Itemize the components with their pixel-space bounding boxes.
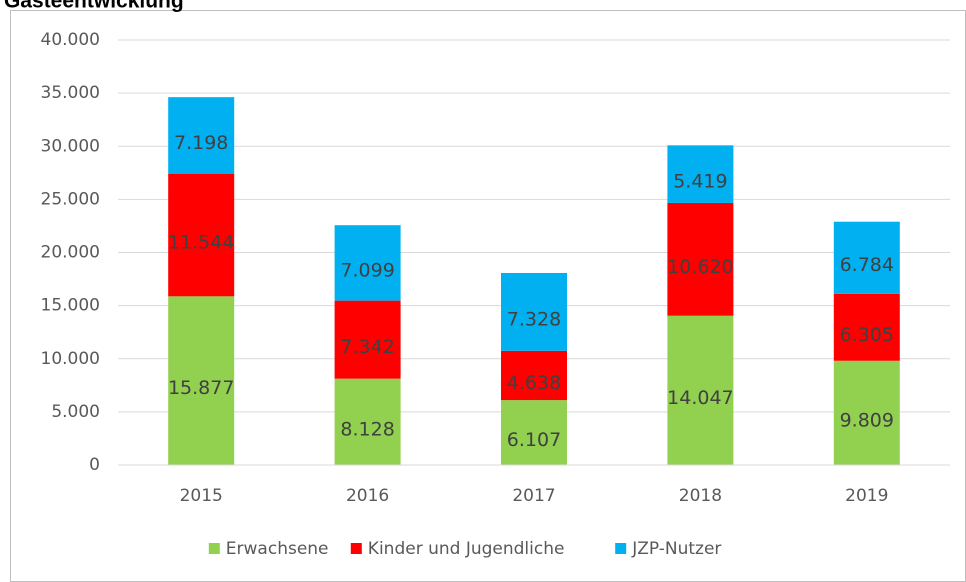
bar-segment [667, 202, 734, 316]
x-tick-label: 2015 [180, 486, 223, 506]
data-label: 6.784 [840, 254, 894, 276]
x-tick-label: 2019 [845, 486, 888, 506]
data-label: 4.638 [507, 372, 561, 394]
data-label: 8.128 [340, 418, 394, 440]
legend-swatch [208, 543, 220, 554]
y-tick-label: 10.000 [41, 349, 100, 369]
bar-segment [168, 296, 235, 465]
bar-segment [833, 360, 900, 465]
bar-segment [168, 173, 235, 297]
chart-title: Gästeentwicklung [4, 0, 184, 13]
data-label: 14.047 [667, 387, 733, 409]
data-label: 5.419 [673, 171, 727, 193]
bar-segment [833, 221, 900, 294]
y-tick-label: 40.000 [41, 30, 100, 50]
bar-segment [667, 315, 734, 465]
bar-segment [667, 145, 734, 203]
chart-border [10, 10, 966, 582]
bar-segment [334, 378, 401, 465]
x-tick-label: 2016 [346, 486, 389, 506]
y-tick-label: 5.000 [51, 402, 100, 422]
bar-segment [501, 400, 567, 465]
legend-swatch [350, 543, 362, 554]
bar-segment [168, 97, 235, 174]
data-label: 15.877 [168, 377, 234, 399]
bar-segment [334, 300, 401, 379]
legend-label: Kinder und Jugendliche [368, 539, 565, 559]
legend-label: JZP-Nutzer [631, 539, 721, 559]
data-label: 7.198 [174, 132, 228, 154]
data-label: 9.809 [840, 409, 894, 431]
data-label: 10.620 [667, 256, 733, 278]
x-tick-label: 2018 [679, 486, 722, 506]
y-tick-label: 30.000 [41, 136, 100, 156]
data-label: 11.544 [168, 231, 234, 253]
data-label: 6.305 [840, 324, 894, 346]
y-tick-label: 20.000 [41, 243, 100, 263]
y-tick-label: 0 [89, 455, 100, 475]
bar-segment [501, 350, 567, 401]
bar-segment [501, 272, 567, 351]
data-label: 6.107 [507, 429, 561, 451]
legend-label: Erwachsene [226, 539, 329, 559]
y-tick-label: 25.000 [41, 189, 100, 209]
data-label: 7.099 [340, 259, 394, 281]
bar-segment [833, 293, 900, 361]
data-label: 7.328 [507, 308, 561, 330]
legend-swatch [615, 543, 627, 554]
y-tick-label: 15.000 [41, 296, 100, 316]
x-tick-label: 2017 [512, 486, 555, 506]
data-label: 7.342 [340, 336, 394, 358]
y-tick-label: 35.000 [41, 83, 100, 103]
bar-segment [334, 225, 401, 301]
